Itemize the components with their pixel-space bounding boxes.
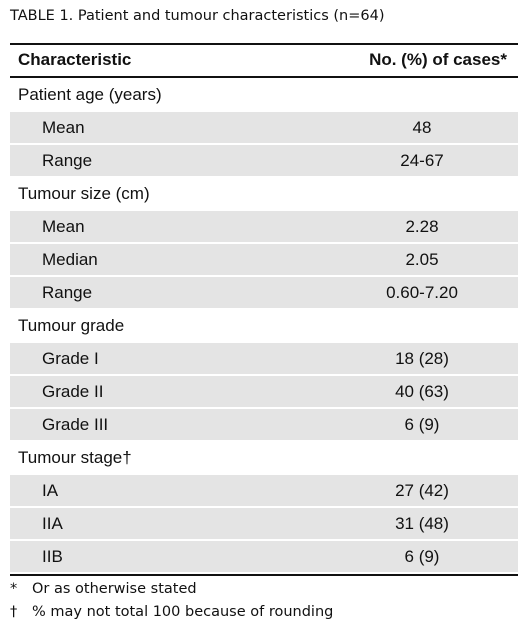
row-band [10,211,518,242]
header-cell: Characteristic [18,50,132,69]
group-label: Tumour size (cm) [18,184,150,203]
row-band [10,475,518,506]
row-band [10,343,518,374]
row-label: IA [42,481,59,500]
row-band [10,145,518,176]
row-value: 0.60-7.20 [386,283,458,302]
row-value: 27 (42) [395,481,449,500]
row-value: 2.28 [405,217,439,236]
top-rule [10,43,518,45]
footnote-symbol: * [10,581,18,597]
row-band [10,376,518,407]
row-label: Range [42,151,93,170]
row-label: Grade I [42,349,99,368]
row-band [10,277,518,308]
bottom-rule [10,574,518,576]
row-band [10,244,518,275]
footnote-symbol: † [10,604,18,620]
group-label: Tumour grade [18,316,125,335]
row-value: 40 (63) [395,382,449,401]
row-label: Range [42,283,93,302]
row-band [10,541,518,572]
header-cell: No. (%) of cases* [369,50,507,69]
row-band [10,409,518,440]
row-band [10,508,518,539]
row-label: Median [42,250,98,269]
row-label: Mean [42,118,85,137]
row-value: 31 (48) [395,514,449,533]
row-label: Grade II [42,382,104,401]
row-value: 6 (9) [404,415,440,434]
row-value: 48 [412,118,432,137]
group-label: Tumour stage† [18,448,132,467]
footnote-text: % may not total 100 because of rounding [32,604,334,620]
header-rule [10,76,518,78]
row-value: 18 (28) [395,349,449,368]
row-value: 6 (9) [404,547,440,566]
group-label: Patient age (years) [18,85,162,104]
row-value: 24-67 [400,151,444,170]
row-label: IIB [42,547,63,566]
table-title: TABLE 1. Patient and tumour characterist… [10,8,385,24]
row-label: IIA [42,514,63,533]
row-value: 2.05 [405,250,439,269]
row-band [10,112,518,143]
row-label: Mean [42,217,85,236]
footnote-text: Or as otherwise stated [32,581,197,597]
row-label: Grade III [42,415,109,434]
